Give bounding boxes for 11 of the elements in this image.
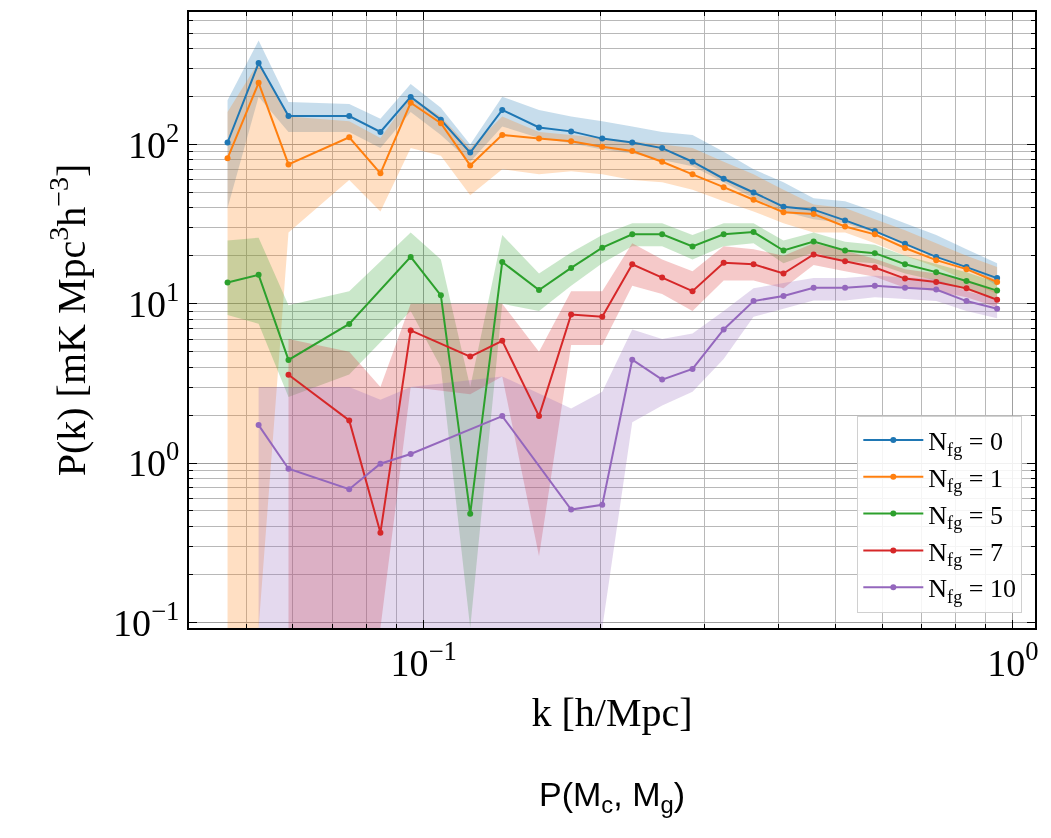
legend-label: N$_{fg}$ = 0 [928,427,1003,460]
legend-label: N$_{fg}$ = 5 [928,500,1003,534]
legend-label: N$_{fg}$ = 7 [928,537,1003,570]
text: P(M$_{c}$, M$_{g}$) [539,775,686,819]
y-tick-label: 10$^{0}$ [128,436,180,485]
x-axis-title: k [h/Mpc] [531,689,693,735]
y-tick-label: 10$^{2}$ [128,117,180,166]
legend-label: N$_{fg}$ = 1 [928,463,1003,497]
legend-label: N$_{fg}$ = 10 [928,574,1016,607]
y-tick-label: 10$^{1}$ [128,277,180,326]
y-tick-label: 10$^{−1}$ [113,595,180,644]
